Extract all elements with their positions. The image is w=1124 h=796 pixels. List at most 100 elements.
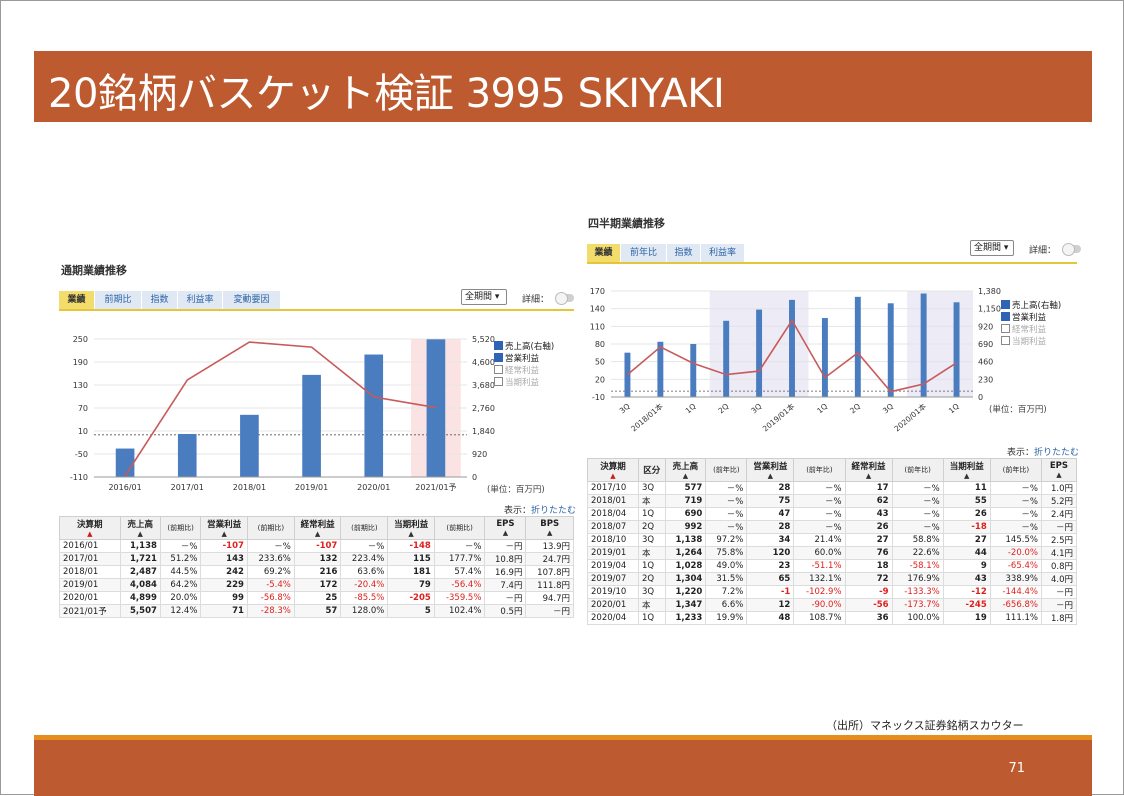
- column-header[interactable]: 決算期 ▲: [59, 516, 121, 540]
- table-cell: 44.5%: [159, 565, 202, 579]
- table-cell: 16.9円: [484, 565, 527, 579]
- table-cell: －%: [891, 507, 944, 521]
- tab-q-riekiritsu[interactable]: 利益率: [701, 244, 745, 262]
- table-cell: 2018/07: [587, 520, 639, 534]
- tab-shisu[interactable]: 指数: [142, 291, 178, 309]
- table-cell: -56.8%: [246, 591, 295, 605]
- tab-q-gyoseki[interactable]: 業績: [587, 244, 621, 262]
- column-header[interactable]: (前期比): [433, 516, 486, 540]
- y-left-tick: 50: [595, 358, 605, 367]
- column-header[interactable]: (前年比): [989, 458, 1042, 482]
- column-header-label: (前期比): [446, 524, 473, 532]
- column-header[interactable]: 営業利益 ▲: [200, 516, 248, 540]
- column-header[interactable]: (前年比): [705, 458, 748, 482]
- x-tick-label: 1Q: [684, 402, 698, 416]
- table-cell: 1,220: [664, 585, 707, 599]
- table-cell: 242: [200, 565, 248, 579]
- column-header[interactable]: 営業利益 ▲: [746, 458, 795, 482]
- table-cell: -148: [387, 539, 435, 553]
- column-header[interactable]: 経常利益 ▲: [293, 516, 342, 540]
- column-header-label: (前期比): [351, 524, 378, 532]
- tab-zenkihi[interactable]: 前期比: [95, 291, 142, 309]
- y-right-tick: 690: [978, 340, 993, 349]
- column-header[interactable]: 売上高 ▲: [664, 458, 707, 482]
- column-header[interactable]: (前年比): [793, 458, 846, 482]
- table-cell: 2019/04: [587, 559, 639, 573]
- bar-sales-3: [302, 374, 321, 477]
- table-cell: 76: [844, 546, 893, 560]
- table-cell: -20.0%: [989, 546, 1042, 560]
- y-left-tick: 110: [590, 322, 605, 331]
- table-cell: 1Q: [637, 611, 666, 625]
- tab-q-zennenhi[interactable]: 前年比: [621, 244, 667, 262]
- table-row: 2018/04 1Q 690 －% 47 －% 43 －% 26 －% 2.4円: [587, 507, 1078, 521]
- q-legend-net[interactable]: 当期利益: [1001, 335, 1046, 347]
- column-header[interactable]: 売上高 ▲: [119, 516, 161, 540]
- tab-hendo-yoin[interactable]: 変動要因: [223, 291, 281, 309]
- y-right-tick: 0: [978, 393, 983, 402]
- page-number: 71: [1008, 761, 1025, 776]
- q-legend-ordinary[interactable]: 経常利益: [1001, 323, 1046, 335]
- column-header[interactable]: (前年比): [891, 458, 944, 482]
- table-row: 2019/01 本 1,264 75.8% 120 60.0% 76 22.6% 44 -20.0…: [587, 546, 1078, 560]
- table-cell: 12.4%: [159, 604, 202, 618]
- x-tick-label: 2Q: [716, 402, 730, 416]
- q-legend-operating-label: 営業利益: [1012, 313, 1047, 323]
- column-header[interactable]: (前期比): [340, 516, 389, 540]
- table-cell: -9: [844, 585, 893, 599]
- table-cell: 176.9%: [891, 572, 944, 586]
- quarterly-table: 決算期 ▲ 区分 売上高 ▲ (前年比) 営業利益 ▲ (前年比) 経常利益 ▲ (前年比) 当期利益 ▲…: [587, 458, 1078, 625]
- fold-link[interactable]: 折りたたむ: [531, 506, 577, 516]
- q-legend-ordinary-label: 経常利益: [1012, 325, 1047, 335]
- y-right-tick: 460: [978, 358, 993, 367]
- column-header-label: (前年比): [904, 466, 931, 474]
- y-left-tick: 170: [590, 287, 605, 296]
- q-legend-operating[interactable]: 営業利益: [1001, 311, 1046, 323]
- table-cell: 9: [942, 559, 991, 573]
- legend-operating[interactable]: 営業利益: [494, 352, 539, 364]
- table-cell: 107.8円: [525, 565, 574, 579]
- table-cell: -58.1%: [891, 559, 944, 573]
- column-header[interactable]: 決算期 ▲: [587, 458, 639, 482]
- tab-q-shisu[interactable]: 指数: [667, 244, 701, 262]
- table-cell: 20.0%: [159, 591, 202, 605]
- tab-riekiritsu[interactable]: 利益率: [178, 291, 223, 309]
- column-header[interactable]: BPS ▲: [525, 516, 574, 540]
- legend-net[interactable]: 当期利益: [494, 376, 539, 388]
- table-cell: 577: [664, 481, 707, 495]
- tab-gyoseki[interactable]: 業績: [59, 291, 95, 309]
- q-legend-sales[interactable]: 売上高(右軸): [1001, 299, 1061, 311]
- bar-sales-3: [723, 320, 730, 397]
- period-select[interactable]: 全期間 ▾: [461, 289, 507, 305]
- table-cell: -65.4%: [989, 559, 1042, 573]
- bar-sales-1: [177, 433, 197, 477]
- bar-sales-8: [887, 303, 894, 397]
- column-header[interactable]: 区分: [637, 458, 666, 482]
- column-header-label: 当期利益: [394, 520, 429, 530]
- column-header[interactable]: 当期利益 ▲: [942, 458, 991, 482]
- column-header-label: 当期利益: [949, 462, 984, 472]
- table-cell: 63.6%: [340, 565, 389, 579]
- table-cell: －%: [989, 507, 1042, 521]
- table-cell: 143: [200, 552, 248, 566]
- q-period-select[interactable]: 全期間 ▾: [970, 240, 1014, 256]
- column-header[interactable]: EPS ▲: [484, 516, 527, 540]
- column-header[interactable]: EPS ▲: [1040, 458, 1078, 482]
- legend-ordinary[interactable]: 経常利益: [494, 364, 539, 376]
- table-cell: －%: [891, 520, 944, 534]
- quarterly-panel: 四半期業績推移 業績 前年比 指数 利益率 全期間 ▾ 詳細： 170 1,380…: [587, 209, 1081, 625]
- column-header[interactable]: 経常利益 ▲: [844, 458, 893, 482]
- q-detail-toggle[interactable]: [1062, 243, 1081, 256]
- column-header[interactable]: 当期利益 ▲: [387, 516, 435, 540]
- table-cell: -205: [387, 591, 435, 605]
- legend-sales[interactable]: 売上高(右軸): [494, 340, 554, 352]
- q-fold-link[interactable]: 折りたたむ: [1034, 448, 1080, 458]
- column-header[interactable]: (前期比): [246, 516, 295, 540]
- column-header[interactable]: (前期比): [159, 516, 202, 540]
- table-cell: －%: [705, 520, 748, 534]
- detail-toggle[interactable]: [555, 292, 574, 305]
- table-cell: 6.6%: [705, 598, 748, 612]
- x-tick-label: 2018/01本: [629, 401, 665, 434]
- table-cell: -359.5%: [433, 591, 486, 605]
- table-cell: 0.5円: [484, 604, 527, 618]
